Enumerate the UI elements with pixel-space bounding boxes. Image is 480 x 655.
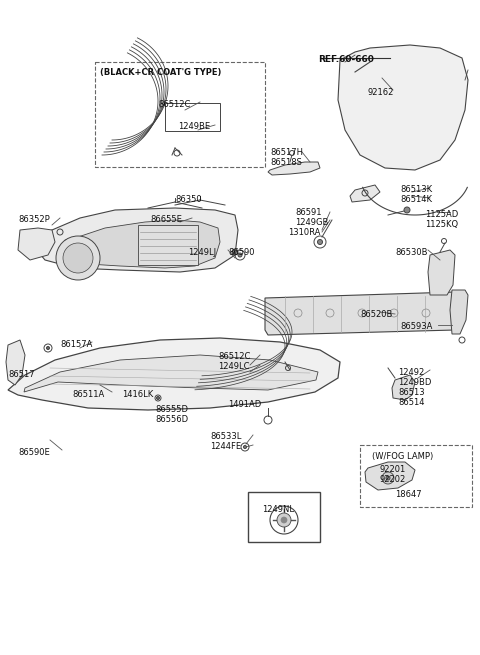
Circle shape <box>382 472 394 484</box>
Text: 92162: 92162 <box>368 88 395 97</box>
Text: 86514K: 86514K <box>400 195 432 204</box>
Polygon shape <box>35 208 238 272</box>
Text: 86590E: 86590E <box>18 448 50 457</box>
Text: 86517: 86517 <box>8 370 35 379</box>
Text: 92202: 92202 <box>380 475 406 484</box>
Text: 86511A: 86511A <box>72 390 104 399</box>
Text: 1249BE: 1249BE <box>178 122 210 131</box>
Text: 86555D: 86555D <box>155 405 188 414</box>
Text: 86518S: 86518S <box>270 158 302 167</box>
Polygon shape <box>450 290 468 334</box>
Text: 86593A: 86593A <box>400 322 432 331</box>
Text: 86352P: 86352P <box>18 215 50 224</box>
Polygon shape <box>268 162 320 175</box>
Polygon shape <box>8 338 340 410</box>
Text: 1125AD: 1125AD <box>425 210 458 219</box>
Bar <box>95 62 265 167</box>
Text: 1491AD: 1491AD <box>228 400 261 409</box>
Text: 86514: 86514 <box>398 398 424 407</box>
Text: 86513: 86513 <box>398 388 425 397</box>
Text: 1310RA: 1310RA <box>288 228 320 237</box>
Circle shape <box>238 253 242 257</box>
Text: 86520B: 86520B <box>360 310 392 319</box>
Text: 86655E: 86655E <box>150 215 182 224</box>
Text: (W/FOG LAMP): (W/FOG LAMP) <box>372 452 433 461</box>
Circle shape <box>47 346 49 350</box>
Text: 12492: 12492 <box>398 368 424 377</box>
Circle shape <box>386 476 390 480</box>
Text: 1125KQ: 1125KQ <box>425 220 458 229</box>
Polygon shape <box>338 45 468 170</box>
Circle shape <box>243 445 247 449</box>
Bar <box>360 445 472 507</box>
Text: 86512C: 86512C <box>218 352 251 361</box>
Polygon shape <box>265 292 462 335</box>
Text: 86590: 86590 <box>228 248 254 257</box>
Polygon shape <box>392 375 415 400</box>
Polygon shape <box>365 462 415 490</box>
Circle shape <box>277 513 291 527</box>
Polygon shape <box>350 185 380 202</box>
Circle shape <box>317 240 323 244</box>
Text: 86591: 86591 <box>295 208 322 217</box>
Text: 86556D: 86556D <box>155 415 188 424</box>
Bar <box>165 103 220 131</box>
Polygon shape <box>18 228 55 260</box>
Text: 1249BD: 1249BD <box>398 378 432 387</box>
Text: 86533L: 86533L <box>210 432 241 441</box>
Text: 1416LK: 1416LK <box>122 390 153 399</box>
Circle shape <box>56 236 100 280</box>
Circle shape <box>281 517 287 523</box>
Text: 86350: 86350 <box>175 195 202 204</box>
Text: 86517H: 86517H <box>270 148 303 157</box>
Polygon shape <box>24 355 318 392</box>
Text: 86530B: 86530B <box>395 248 428 257</box>
Text: 18647: 18647 <box>395 490 421 499</box>
Bar <box>248 492 320 542</box>
Polygon shape <box>62 220 220 268</box>
Text: 86157A: 86157A <box>60 340 92 349</box>
Text: 92201: 92201 <box>380 465 406 474</box>
Polygon shape <box>6 340 25 385</box>
Text: 86513K: 86513K <box>400 185 432 194</box>
Text: REF.60-660: REF.60-660 <box>318 55 374 64</box>
Bar <box>138 225 198 265</box>
Polygon shape <box>428 250 455 295</box>
Circle shape <box>232 249 238 255</box>
Text: 1244FE: 1244FE <box>210 442 241 451</box>
Circle shape <box>156 396 159 400</box>
Text: 1249LC: 1249LC <box>218 362 250 371</box>
Circle shape <box>63 243 93 273</box>
Text: 1249LJ: 1249LJ <box>188 248 216 257</box>
Text: 1249NL: 1249NL <box>262 505 294 514</box>
Text: (BLACK+CR COAT'G TYPE): (BLACK+CR COAT'G TYPE) <box>100 68 221 77</box>
Text: 86512C: 86512C <box>158 100 191 109</box>
Text: 1249GB: 1249GB <box>295 218 328 227</box>
Circle shape <box>404 207 410 213</box>
